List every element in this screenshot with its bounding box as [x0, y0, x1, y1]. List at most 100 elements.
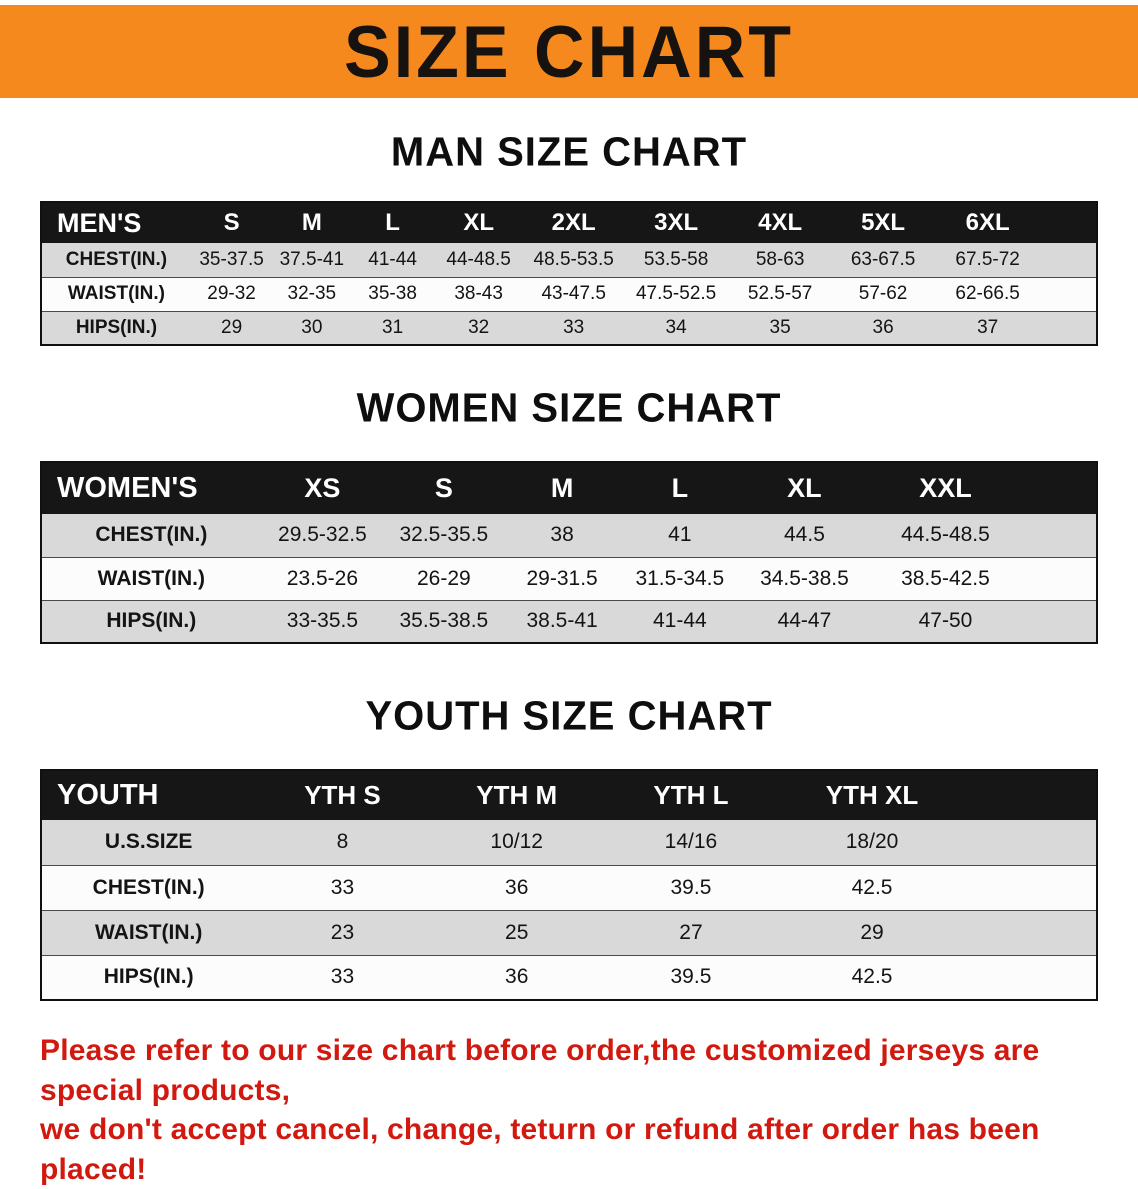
- value-cell: 38-43: [454, 283, 503, 304]
- size-header-cell: S: [384, 462, 504, 514]
- value-cell: 41-44: [368, 248, 417, 270]
- row-label-cell: CHEST(IN.): [92, 875, 205, 899]
- size-header-cell: L: [620, 462, 739, 514]
- table-row: CHEST(IN.) 35-37.5 37.5-41 41-44 44-48.5 48.5…: [41, 243, 1097, 277]
- row-label-cell: WAIST(IN.): [67, 283, 166, 304]
- women-size-table: WOMEN'S XS S M L XL XXL CHEST(IN.) 29.5-32.5 32.5…: [40, 461, 1098, 644]
- footer-notice: Please refer to our size chart before or…: [40, 1031, 1100, 1189]
- value-cell: 44-47: [777, 609, 832, 633]
- size-header-cell: YTH L: [603, 770, 779, 820]
- table-title-cell: WOMEN'S: [41, 462, 261, 514]
- men-section-heading: MAN SIZE CHART: [390, 129, 748, 175]
- value-cell: 44-48.5: [446, 248, 511, 270]
- value-cell: 47-50: [918, 609, 973, 633]
- row-label-cell: WAIST(IN.): [97, 566, 205, 590]
- page-title: SIZE CHART: [344, 10, 794, 93]
- value-cell: 53.5-58: [643, 248, 709, 270]
- value-cell: 29: [221, 316, 243, 338]
- value-cell: 41: [668, 523, 692, 547]
- value-cell: 35.5-38.5: [399, 609, 489, 633]
- value-cell: 37.5-41: [279, 248, 345, 270]
- value-cell: 29-32: [207, 283, 256, 304]
- size-header-cell: YTH S: [255, 770, 430, 820]
- table-title-cell: MEN'S: [41, 202, 191, 243]
- row-label-cell: CHEST(IN.): [95, 523, 208, 547]
- youth-size-table: YOUTH YTH S YTH M YTH L YTH XL U.S.SIZE 8 10/12…: [40, 769, 1098, 1001]
- table-row: WAIST(IN.) 29-32 32-35 35-38 38-43 43-47.5 47.…: [41, 277, 1097, 311]
- value-cell: 18/20: [845, 830, 899, 854]
- size-header-cell: XXL: [869, 462, 1097, 514]
- notice-line-1: Please refer to our size chart before or…: [40, 1034, 1040, 1107]
- women-section: WOMEN SIZE CHART WOMEN'S XS S M L XL XXL CHEST(…: [0, 385, 1138, 644]
- value-cell: 58-63: [755, 248, 805, 270]
- value-cell: 31.5-34.5: [635, 566, 725, 590]
- value-cell: 10/12: [490, 830, 543, 854]
- value-cell: 39.5: [670, 965, 712, 989]
- table-row: CHEST(IN.) 33 36 39.5 42.5: [41, 865, 1097, 910]
- value-cell: 25: [505, 920, 529, 944]
- men-section: MAN SIZE CHART MEN'S S M L XL 2XL 3XL 4XL 5XL 6XL…: [0, 129, 1138, 346]
- size-header-cell: YTH M: [429, 770, 604, 820]
- notice-line-2: we don't accept cancel, change, teturn o…: [40, 1113, 1040, 1186]
- value-cell: 14/16: [664, 830, 718, 854]
- men-size-table: MEN'S S M L XL 2XL 3XL 4XL 5XL 6XL CHEST(IN.) 35-37…: [40, 201, 1098, 346]
- value-cell: 35-38: [368, 283, 417, 304]
- value-cell: 33: [563, 316, 585, 338]
- size-header-cell: M: [272, 202, 352, 243]
- value-cell: 63-67.5: [850, 248, 916, 270]
- size-header-cell: YTH XL: [778, 770, 1097, 820]
- table-row: WAIST(IN.) 23 25 27 29: [41, 910, 1097, 955]
- women-section-heading: WOMEN SIZE CHART: [356, 385, 782, 431]
- value-cell: 42.5: [851, 875, 893, 899]
- row-label-cell: U.S.SIZE: [104, 830, 193, 854]
- value-cell: 26-29: [416, 566, 471, 590]
- size-header-cell: 2XL: [523, 202, 624, 243]
- value-cell: 8: [336, 830, 349, 854]
- table-header-row: WOMEN'S XS S M L XL XXL: [41, 462, 1097, 514]
- value-cell: 34: [665, 316, 687, 338]
- value-cell: 41-44: [652, 609, 707, 633]
- value-cell: 42.5: [851, 965, 893, 989]
- value-cell: 29-31.5: [526, 566, 598, 590]
- value-cell: 32: [468, 316, 490, 338]
- value-cell: 29.5-32.5: [278, 523, 367, 547]
- value-cell: 30: [301, 316, 323, 338]
- size-header-cell: XL: [738, 462, 870, 514]
- value-cell: 36: [505, 875, 529, 899]
- table-title-cell: YOUTH: [41, 770, 256, 820]
- value-cell: 36: [872, 316, 894, 338]
- value-cell: 43-47.5: [541, 283, 606, 304]
- row-label-cell: WAIST(IN.): [95, 920, 203, 944]
- row-label-cell: HIPS(IN.): [106, 609, 197, 633]
- value-cell: 38.5-42.5: [901, 566, 990, 590]
- row-label-cell: CHEST(IN.): [65, 248, 168, 270]
- row-label-cell: HIPS(IN.): [103, 965, 194, 989]
- value-cell: 62-66.5: [955, 283, 1020, 304]
- value-cell: 47.5-52.5: [635, 283, 717, 304]
- value-cell: 27: [679, 920, 703, 944]
- size-header-cell: 5XL: [831, 202, 935, 243]
- table-row: HIPS(IN.) 29 30 31 32 33 34 35 36 37: [41, 311, 1097, 345]
- table-row: U.S.SIZE 8 10/12 14/16 18/20: [41, 820, 1097, 865]
- youth-section-heading: YOUTH SIZE CHART: [365, 693, 773, 739]
- value-cell: 38: [550, 523, 574, 547]
- value-cell: 38.5-41: [526, 609, 598, 633]
- value-cell: 29: [860, 920, 884, 944]
- value-cell: 32.5-35.5: [399, 523, 489, 547]
- size-header-cell: S: [190, 202, 273, 243]
- value-cell: 23.5-26: [286, 566, 359, 590]
- value-cell: 31: [382, 316, 404, 338]
- table-header-row: YOUTH YTH S YTH M YTH L YTH XL: [41, 770, 1097, 820]
- size-header-cell: M: [503, 462, 621, 514]
- size-header-cell: L: [351, 202, 434, 243]
- value-cell: 32-35: [287, 283, 337, 304]
- size-header-cell: 6XL: [934, 202, 1097, 243]
- value-cell: 57-62: [858, 283, 908, 304]
- value-cell: 33: [330, 965, 355, 989]
- value-cell: 39.5: [670, 875, 712, 899]
- value-cell: 34.5-38.5: [760, 566, 849, 590]
- size-header-cell: XL: [433, 202, 524, 243]
- table-row: HIPS(IN.) 33-35.5 35.5-38.5 38.5-41 41-44 44-…: [41, 600, 1097, 643]
- table-row: HIPS(IN.) 33 36 39.5 42.5: [41, 955, 1097, 1000]
